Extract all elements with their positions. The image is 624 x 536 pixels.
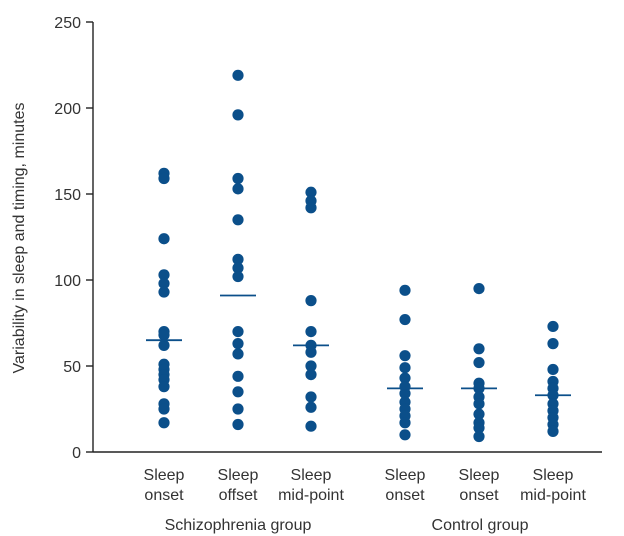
- category-labels: Sleep onset Sleep offset Sleep mid-point Sleep…: [144, 467, 587, 534]
- data-point: [305, 401, 317, 413]
- data-point: [232, 348, 244, 360]
- data-point: [305, 202, 317, 214]
- data-point: [399, 362, 411, 374]
- data-point: [232, 418, 244, 431]
- category-label-line2: mid-point: [278, 487, 344, 504]
- axes: 0 50 100 150 200 250: [54, 15, 602, 462]
- data-point: [232, 386, 244, 398]
- data-point: [473, 422, 485, 434]
- data-point: [399, 372, 411, 384]
- data-point: [399, 429, 411, 441]
- data-point: [399, 313, 411, 326]
- data-point: [158, 417, 170, 429]
- data-point: [232, 403, 244, 415]
- data-point: [399, 417, 411, 429]
- category-label-line1: Sleep: [459, 467, 500, 484]
- y-tick-label: 0: [72, 445, 81, 462]
- category-label-line2: offset: [219, 487, 258, 504]
- data-point: [305, 295, 317, 307]
- data-point: [232, 109, 244, 121]
- data-point: [305, 360, 317, 372]
- data-point: [547, 338, 559, 350]
- data-point: [473, 343, 485, 355]
- data-point: [158, 269, 170, 281]
- data-point: [399, 387, 411, 400]
- group-label: Schizophrenia group: [165, 517, 312, 534]
- data-point: [305, 391, 317, 403]
- category-label-line1: Sleep: [218, 467, 259, 484]
- data-point: [547, 425, 559, 437]
- data-point: [547, 363, 559, 376]
- category-label-line2: onset: [459, 487, 499, 504]
- data-point: [232, 172, 244, 185]
- data-point: [232, 69, 244, 81]
- data-point: [158, 233, 170, 245]
- data-point: [158, 403, 170, 415]
- data-point: [473, 430, 485, 443]
- data-point: [232, 370, 244, 382]
- category-label-line1: Sleep: [385, 467, 426, 484]
- data-point: [158, 286, 170, 298]
- data-point: [232, 253, 244, 265]
- data-point: [473, 356, 485, 369]
- y-tick-label: 100: [54, 273, 81, 290]
- category-label-line2: mid-point: [520, 487, 586, 504]
- category-label-line1: Sleep: [144, 467, 185, 484]
- data-point: [158, 172, 170, 185]
- data-point: [305, 420, 317, 432]
- data-point: [473, 283, 485, 295]
- category-label-line2: onset: [385, 487, 425, 504]
- y-tick-label: 150: [54, 187, 81, 204]
- data-point: [473, 398, 485, 410]
- category-label-line1: Sleep: [291, 467, 332, 484]
- data-point: [305, 369, 317, 381]
- data-point: [305, 326, 317, 338]
- category-label-line1: Sleep: [533, 467, 574, 484]
- category-label-line2: onset: [144, 487, 184, 504]
- data-point: [158, 277, 170, 290]
- data-point: [232, 270, 244, 283]
- data-point: [158, 381, 170, 393]
- y-tick-label: 50: [63, 359, 81, 376]
- data-point: [158, 329, 170, 341]
- y-tick-label: 250: [54, 15, 81, 32]
- data-point: [232, 338, 244, 350]
- data-point: [399, 350, 411, 362]
- data-point: [232, 214, 244, 226]
- y-tick-label: 200: [54, 101, 81, 118]
- data-point: [158, 339, 170, 351]
- data-point: [305, 346, 317, 358]
- group-label: Control group: [432, 517, 529, 534]
- data-point: [232, 183, 244, 195]
- data-point: [305, 186, 317, 198]
- data-point: [232, 262, 244, 274]
- chart-marks: [146, 69, 571, 443]
- data-point: [547, 320, 559, 333]
- y-axis-title: Variability in sleep and timing, minutes: [11, 103, 28, 374]
- data-point: [232, 326, 244, 338]
- data-point: [473, 408, 485, 420]
- data-point: [399, 284, 411, 296]
